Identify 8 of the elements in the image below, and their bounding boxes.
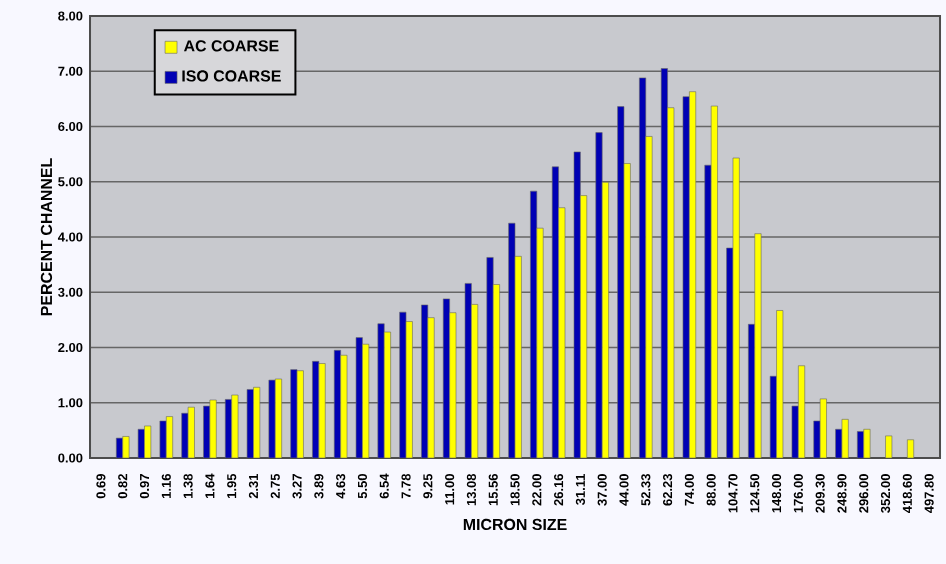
bar (377, 323, 385, 458)
bar (754, 233, 762, 458)
bar (427, 317, 435, 458)
bar (595, 132, 603, 458)
bar (486, 257, 494, 458)
bar (536, 227, 544, 458)
bar (704, 164, 712, 458)
bar (645, 136, 653, 458)
